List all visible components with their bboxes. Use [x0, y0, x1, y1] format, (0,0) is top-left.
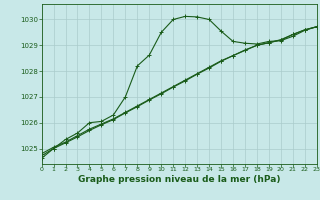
X-axis label: Graphe pression niveau de la mer (hPa): Graphe pression niveau de la mer (hPa): [78, 175, 280, 184]
